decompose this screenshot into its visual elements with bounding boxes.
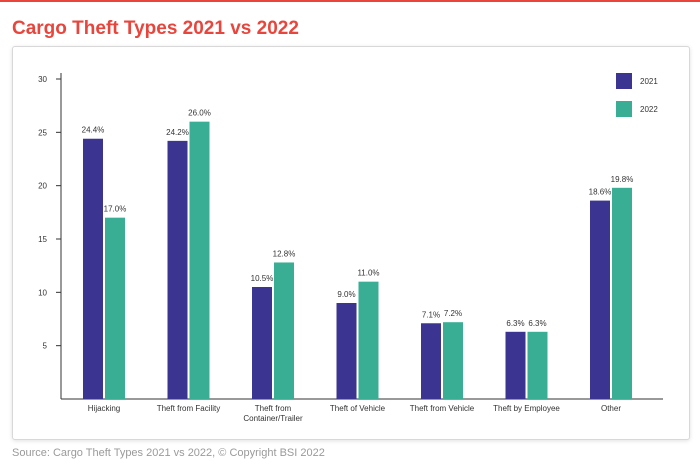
- legend-swatch-2021: [616, 73, 632, 89]
- data-label: 19.8%: [611, 175, 634, 184]
- bar-2022: [274, 262, 294, 399]
- category-label-line: Theft from Vehicle: [410, 404, 475, 413]
- header-rule: [0, 0, 700, 2]
- category-label: Hijacking: [88, 404, 120, 413]
- category-label: Other: [601, 404, 621, 413]
- category-label-line: Theft from Facility: [157, 404, 221, 413]
- category-label-line: Theft from: [255, 404, 292, 413]
- bar-2021: [336, 303, 357, 399]
- data-label: 9.0%: [337, 290, 355, 299]
- category-label-line: Container/Trailer: [243, 414, 303, 423]
- y-tick-label: 25: [38, 128, 47, 137]
- data-label: 26.0%: [188, 109, 211, 118]
- data-label: 24.4%: [82, 126, 105, 135]
- category-label-line: Theft of Vehicle: [330, 404, 386, 413]
- legend-label: 2022: [640, 105, 658, 114]
- bar-2021: [590, 200, 610, 399]
- source-note: Source: Cargo Theft Types 2021 vs 2022, …: [12, 447, 325, 459]
- data-label: 6.3%: [528, 319, 546, 328]
- bar-2022: [358, 281, 379, 399]
- data-label: 24.2%: [166, 128, 189, 137]
- data-label: 12.8%: [273, 249, 296, 258]
- y-tick-label: 20: [38, 182, 47, 191]
- y-tick-label: 30: [38, 75, 47, 84]
- category-label: Theft from Container/Trailer: [243, 404, 303, 423]
- data-label: 10.5%: [251, 274, 274, 283]
- data-label: 11.0%: [357, 269, 379, 278]
- y-tick-label: 5: [43, 342, 48, 351]
- y-tick-label: 10: [38, 288, 47, 297]
- bar-2022: [527, 331, 548, 399]
- bar-chart: 5 10 15 20 25 30 24.4% 17.0% Hijacking 24.2% 26.0%…: [38, 73, 663, 423]
- category-label: Theft from Vehicle: [410, 404, 475, 413]
- bar-2021: [505, 331, 526, 399]
- bar-2021: [83, 138, 103, 399]
- bar-2022: [189, 121, 210, 400]
- category-label-line: Theft by Employee: [493, 404, 560, 413]
- category-label-line: Other: [601, 404, 621, 413]
- chart-panel: 5 10 15 20 25 30 24.4% 17.0% Hijacking 24.2% 26.0%…: [12, 46, 690, 440]
- data-label: 6.3%: [506, 319, 524, 328]
- chart-title: Cargo Theft Types 2021 vs 2022: [12, 18, 299, 39]
- y-tick-label: 15: [38, 235, 47, 244]
- category-label-line: Hijacking: [88, 404, 120, 413]
- data-label: 7.2%: [444, 309, 462, 318]
- legend-swatch-2022: [616, 101, 632, 117]
- category-label: Theft by Employee: [493, 404, 560, 413]
- bar-2022: [105, 217, 125, 399]
- category-label: Theft of Vehicle: [330, 404, 386, 413]
- data-label: 17.0%: [104, 205, 127, 214]
- data-label: 7.1%: [422, 310, 440, 319]
- legend-label: 2021: [640, 77, 658, 86]
- data-label: 18.6%: [589, 188, 612, 197]
- bar-2021: [167, 140, 188, 399]
- bar-2021: [421, 323, 441, 399]
- bar-2022: [612, 187, 632, 399]
- bar-2022: [443, 322, 463, 399]
- bar-2021: [252, 287, 272, 399]
- category-label: Theft from Facility: [157, 404, 221, 413]
